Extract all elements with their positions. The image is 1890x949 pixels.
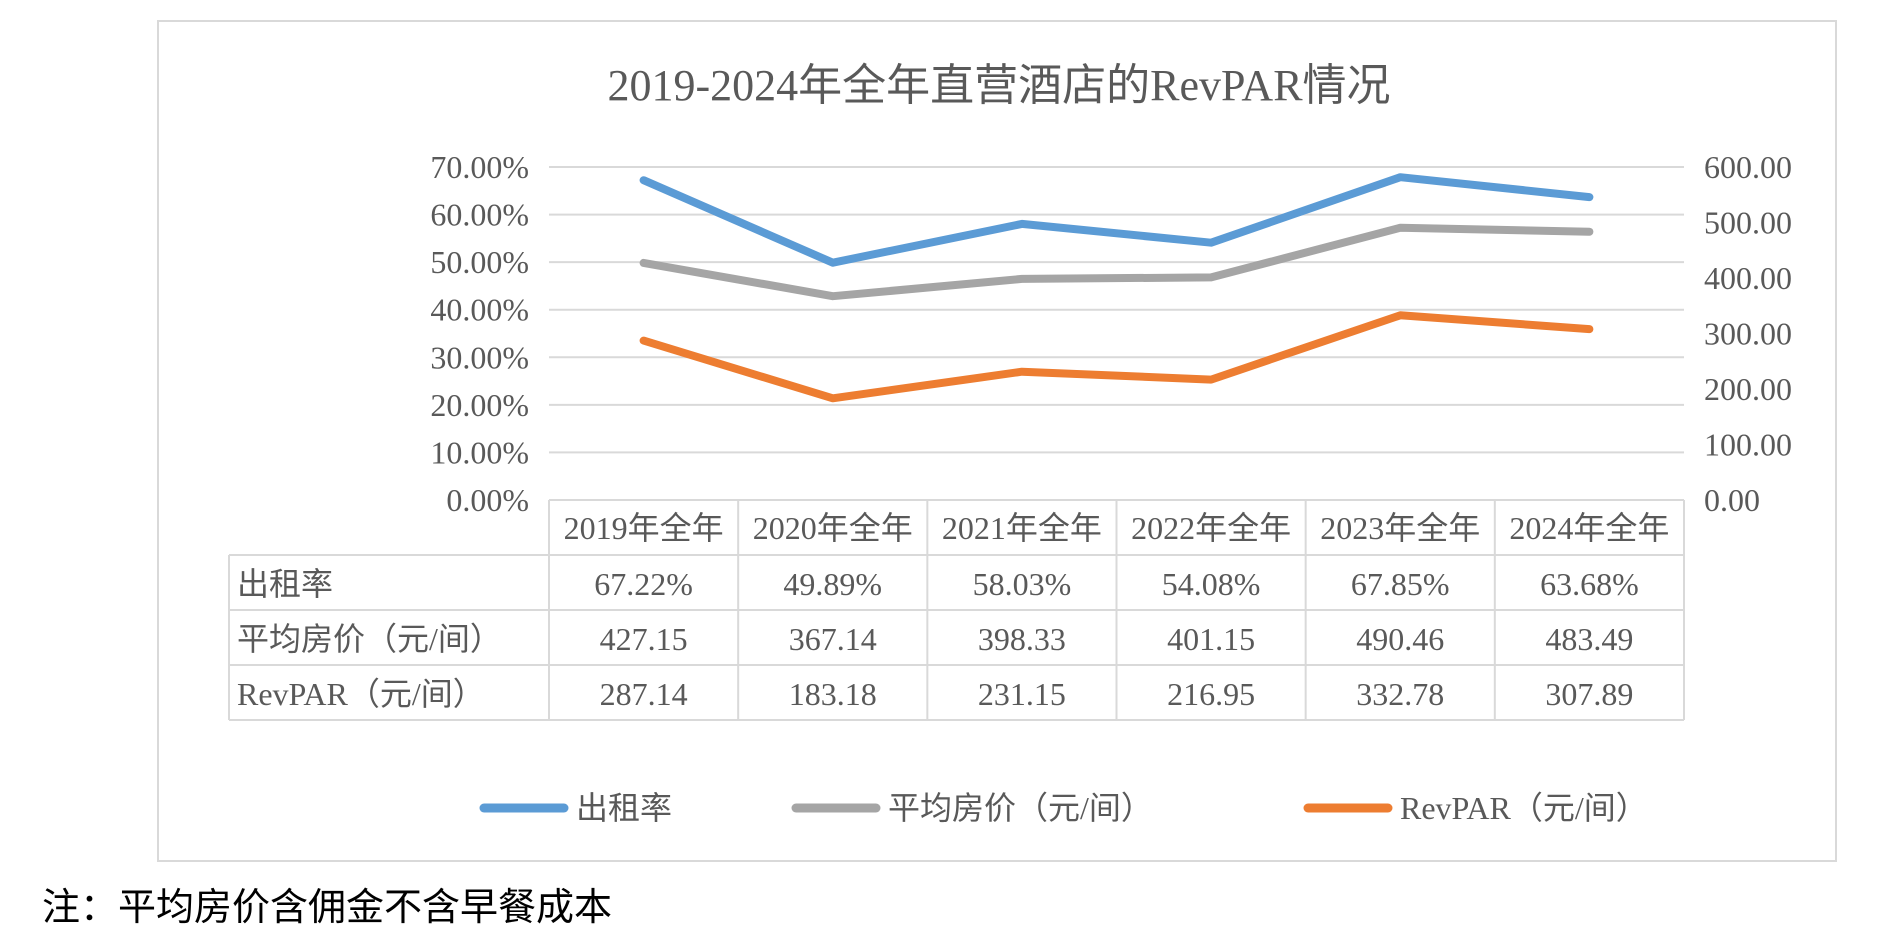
right-tick-label: 600.00 xyxy=(1704,149,1792,185)
table-cell-value: 67.85% xyxy=(1351,566,1450,602)
table-cell-value: 307.89 xyxy=(1545,676,1633,712)
category-label: 2020年全年 xyxy=(753,510,913,546)
footnote: 注：平均房价含佣金不含早餐成本 xyxy=(42,887,613,929)
table-cell-value: 183.18 xyxy=(789,676,877,712)
category-label: 2022年全年 xyxy=(1131,510,1291,546)
right-tick-label: 500.00 xyxy=(1704,205,1792,241)
legend: 出租率 平均房价（元/间） RevPAR（元/间） xyxy=(479,790,1648,826)
left-tick-label: 50.00% xyxy=(430,244,529,280)
right-tick-label: 100.00 xyxy=(1704,427,1792,463)
category-label: 2024年全年 xyxy=(1509,510,1669,546)
table-cell-value: 63.68% xyxy=(1540,566,1639,602)
chart-svg: 2019-2024年全年直营酒店的RevPAR情况 0.00% 10.00% 20.… xyxy=(228,61,1792,826)
left-tick-label: 0.00% xyxy=(446,482,529,518)
left-axis-ticks: 0.00% 10.00% 20.00% 30.00% 40.00% 50.00% 60.00… xyxy=(430,149,529,518)
legend-label: 平均房价（元/间） xyxy=(888,790,1153,826)
left-tick-label: 40.00% xyxy=(430,292,529,328)
table-cell-value: 332.78 xyxy=(1356,676,1444,712)
category-label: 2023年全年 xyxy=(1320,510,1480,546)
table-cell-value: 483.49 xyxy=(1545,621,1633,657)
table-cell-value: 54.08% xyxy=(1162,566,1261,602)
table-row-label: RevPAR（元/间） xyxy=(237,676,485,712)
table-cell-value: 49.89% xyxy=(783,566,882,602)
right-tick-label: 400.00 xyxy=(1704,260,1792,296)
data-table: 2019年全年 2020年全年 2021年全年 2022年全年 2023年全年 2024年… xyxy=(228,499,1685,721)
table-cell-value: 401.15 xyxy=(1167,621,1255,657)
table-cell-value: 216.95 xyxy=(1167,676,1255,712)
table-cell-value: 398.33 xyxy=(978,621,1066,657)
left-tick-label: 60.00% xyxy=(430,197,529,233)
chart-title: 2019-2024年全年直营酒店的RevPAR情况 xyxy=(607,61,1390,110)
left-tick-label: 10.00% xyxy=(430,434,529,470)
category-label: 2021年全年 xyxy=(942,510,1102,546)
category-label: 2019年全年 xyxy=(564,510,724,546)
left-tick-label: 20.00% xyxy=(430,387,529,423)
table-cell-value: 490.46 xyxy=(1356,621,1444,657)
series-line xyxy=(639,173,1594,267)
legend-label: 出租率 xyxy=(576,790,672,826)
right-axis-ticks: 0.00 100.00 200.00 300.00 400.00 500.00 600.00 xyxy=(1704,149,1792,518)
table-row-label: 平均房价（元/间） xyxy=(237,621,502,657)
series-lines xyxy=(639,173,1594,403)
table-cell-value: 231.15 xyxy=(978,676,1066,712)
legend-label: RevPAR（元/间） xyxy=(1400,790,1648,826)
gridlines xyxy=(549,166,1684,454)
table-cell-value: 67.22% xyxy=(594,566,693,602)
table-cell-value: 427.15 xyxy=(600,621,688,657)
table-row-label: 出租率 xyxy=(237,566,333,602)
right-tick-label: 300.00 xyxy=(1704,316,1792,352)
chart-frame: 2019-2024年全年直营酒店的RevPAR情况 0.00% 10.00% 20.… xyxy=(157,20,1837,862)
left-tick-label: 70.00% xyxy=(430,149,529,185)
table-cell-value: 367.14 xyxy=(789,621,877,657)
right-tick-label: 200.00 xyxy=(1704,371,1792,407)
left-tick-label: 30.00% xyxy=(430,339,529,375)
table-cell-value: 287.14 xyxy=(600,676,688,712)
series-line xyxy=(639,223,1594,301)
series-line xyxy=(639,311,1594,403)
right-tick-label: 0.00 xyxy=(1704,482,1760,518)
table-cell-value: 58.03% xyxy=(973,566,1072,602)
